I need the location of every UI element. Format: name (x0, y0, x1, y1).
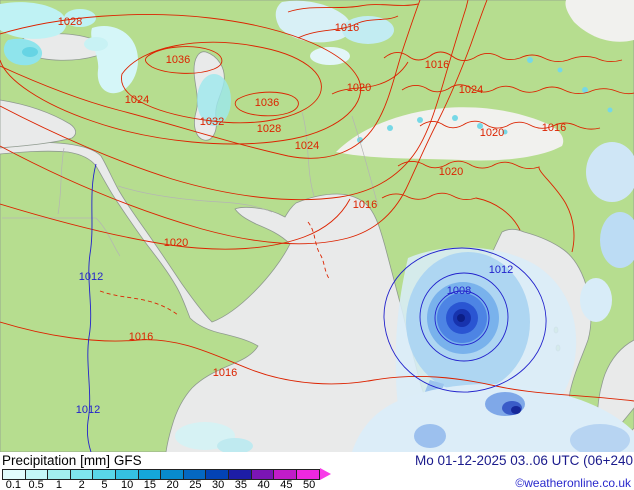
legend-cell-35 (228, 469, 252, 479)
legend-tick-25: 25 (189, 479, 202, 490)
isobar-label: 1024 (125, 94, 149, 106)
isobar-label: 1020 (164, 237, 188, 249)
isobar-label: 1020 (480, 127, 504, 139)
legend-cell-25 (183, 469, 207, 479)
legend-cell-50 (296, 469, 320, 479)
isobar-label: 1016 (335, 22, 359, 34)
product-line: Precipitation [mm] GFS (2, 453, 142, 468)
legend-bar (2, 468, 321, 480)
legend-tick-1: 1 (55, 479, 62, 490)
legend-tick-20: 20 (166, 479, 179, 490)
isobar-label: 1016 (425, 59, 449, 71)
legend-cell-20 (161, 469, 184, 479)
legend-tick-2: 2 (78, 479, 85, 490)
legend-cell-40 (251, 469, 275, 479)
legend-tick-45: 45 (280, 479, 293, 490)
isobar-label: 1024 (295, 140, 319, 152)
isobar-label: 1032 (200, 116, 224, 128)
isobar-label: 1012 (76, 404, 100, 416)
legend-cell-5 (93, 469, 116, 479)
isobar-label: 1036 (255, 97, 279, 109)
legend-cell-1 (48, 469, 71, 479)
isobar-label: 1020 (347, 82, 371, 94)
legend-cell-15 (138, 469, 162, 479)
isobar-label: 1008 (447, 285, 471, 297)
isobar-label: 1016 (213, 367, 237, 379)
isobar-label: 1012 (79, 271, 103, 283)
legend-cell-2 (70, 469, 94, 479)
legend-cell-45 (274, 469, 297, 479)
legend-tick-10: 10 (121, 479, 134, 490)
legend-tick-0.5: 0.5 (28, 479, 44, 490)
product-title: Precipitation (2, 453, 77, 468)
map-svg: 1028 1036 1024 1032 1036 1028 1024 1016 1020 1016… (0, 0, 634, 452)
isobar-label-layer: 1028 1036 1024 1032 1036 1028 1024 1016 1020 1016… (58, 16, 566, 416)
legend-tick-30: 30 (212, 479, 225, 490)
legend-tick-5: 5 (101, 479, 108, 490)
legend-tick-50: 50 (303, 479, 316, 490)
datetime-label: Mo 01-12-2025 03..06 UTC (06+240 (414, 453, 633, 468)
legend-cell-0.5 (25, 469, 49, 479)
copyright-link: ©weatheronline.co.uk (515, 476, 631, 490)
highland-layer (336, 0, 634, 161)
isobar-red-layer (0, 0, 634, 402)
legend-tick-labels: 0.1 0.5 1 2 5 10 15 20 25 30 35 40 45 50 (2, 479, 321, 490)
isobar-label: 1036 (166, 54, 190, 66)
border-layer (2, 111, 379, 257)
legend-tick-35: 35 (234, 479, 247, 490)
legend-cell-30 (206, 469, 229, 479)
isobar-label: 1024 (459, 84, 483, 96)
isobar-label: 1028 (58, 16, 82, 28)
legend-arrow-icon (320, 468, 332, 480)
isobar-label: 1016 (542, 122, 566, 134)
product-unit: [mm] (80, 453, 111, 468)
legend-cell-0.1 (3, 469, 26, 479)
isobar-label: 1012 (489, 264, 513, 276)
forecast-map: 1028 1036 1024 1032 1036 1028 1024 1016 1020 1016… (0, 0, 634, 452)
isobar-label: 1016 (129, 331, 153, 343)
lake-layer (0, 33, 225, 149)
legend-tick-0.1: 0.1 (5, 479, 22, 490)
legend-cell-10 (115, 469, 139, 479)
isobar-label: 1028 (257, 123, 281, 135)
footer-bar: Precipitation [mm] GFS Mo 01-12-2025 03.… (0, 452, 634, 490)
isobar-label: 1016 (353, 199, 377, 211)
model-name: GFS (113, 453, 142, 468)
precip-legend (2, 468, 332, 480)
legend-tick-40: 40 (257, 479, 270, 490)
legend-tick-15: 15 (143, 479, 156, 490)
isobar-label: 1020 (439, 166, 463, 178)
isobar-blue-layer (86, 163, 547, 452)
